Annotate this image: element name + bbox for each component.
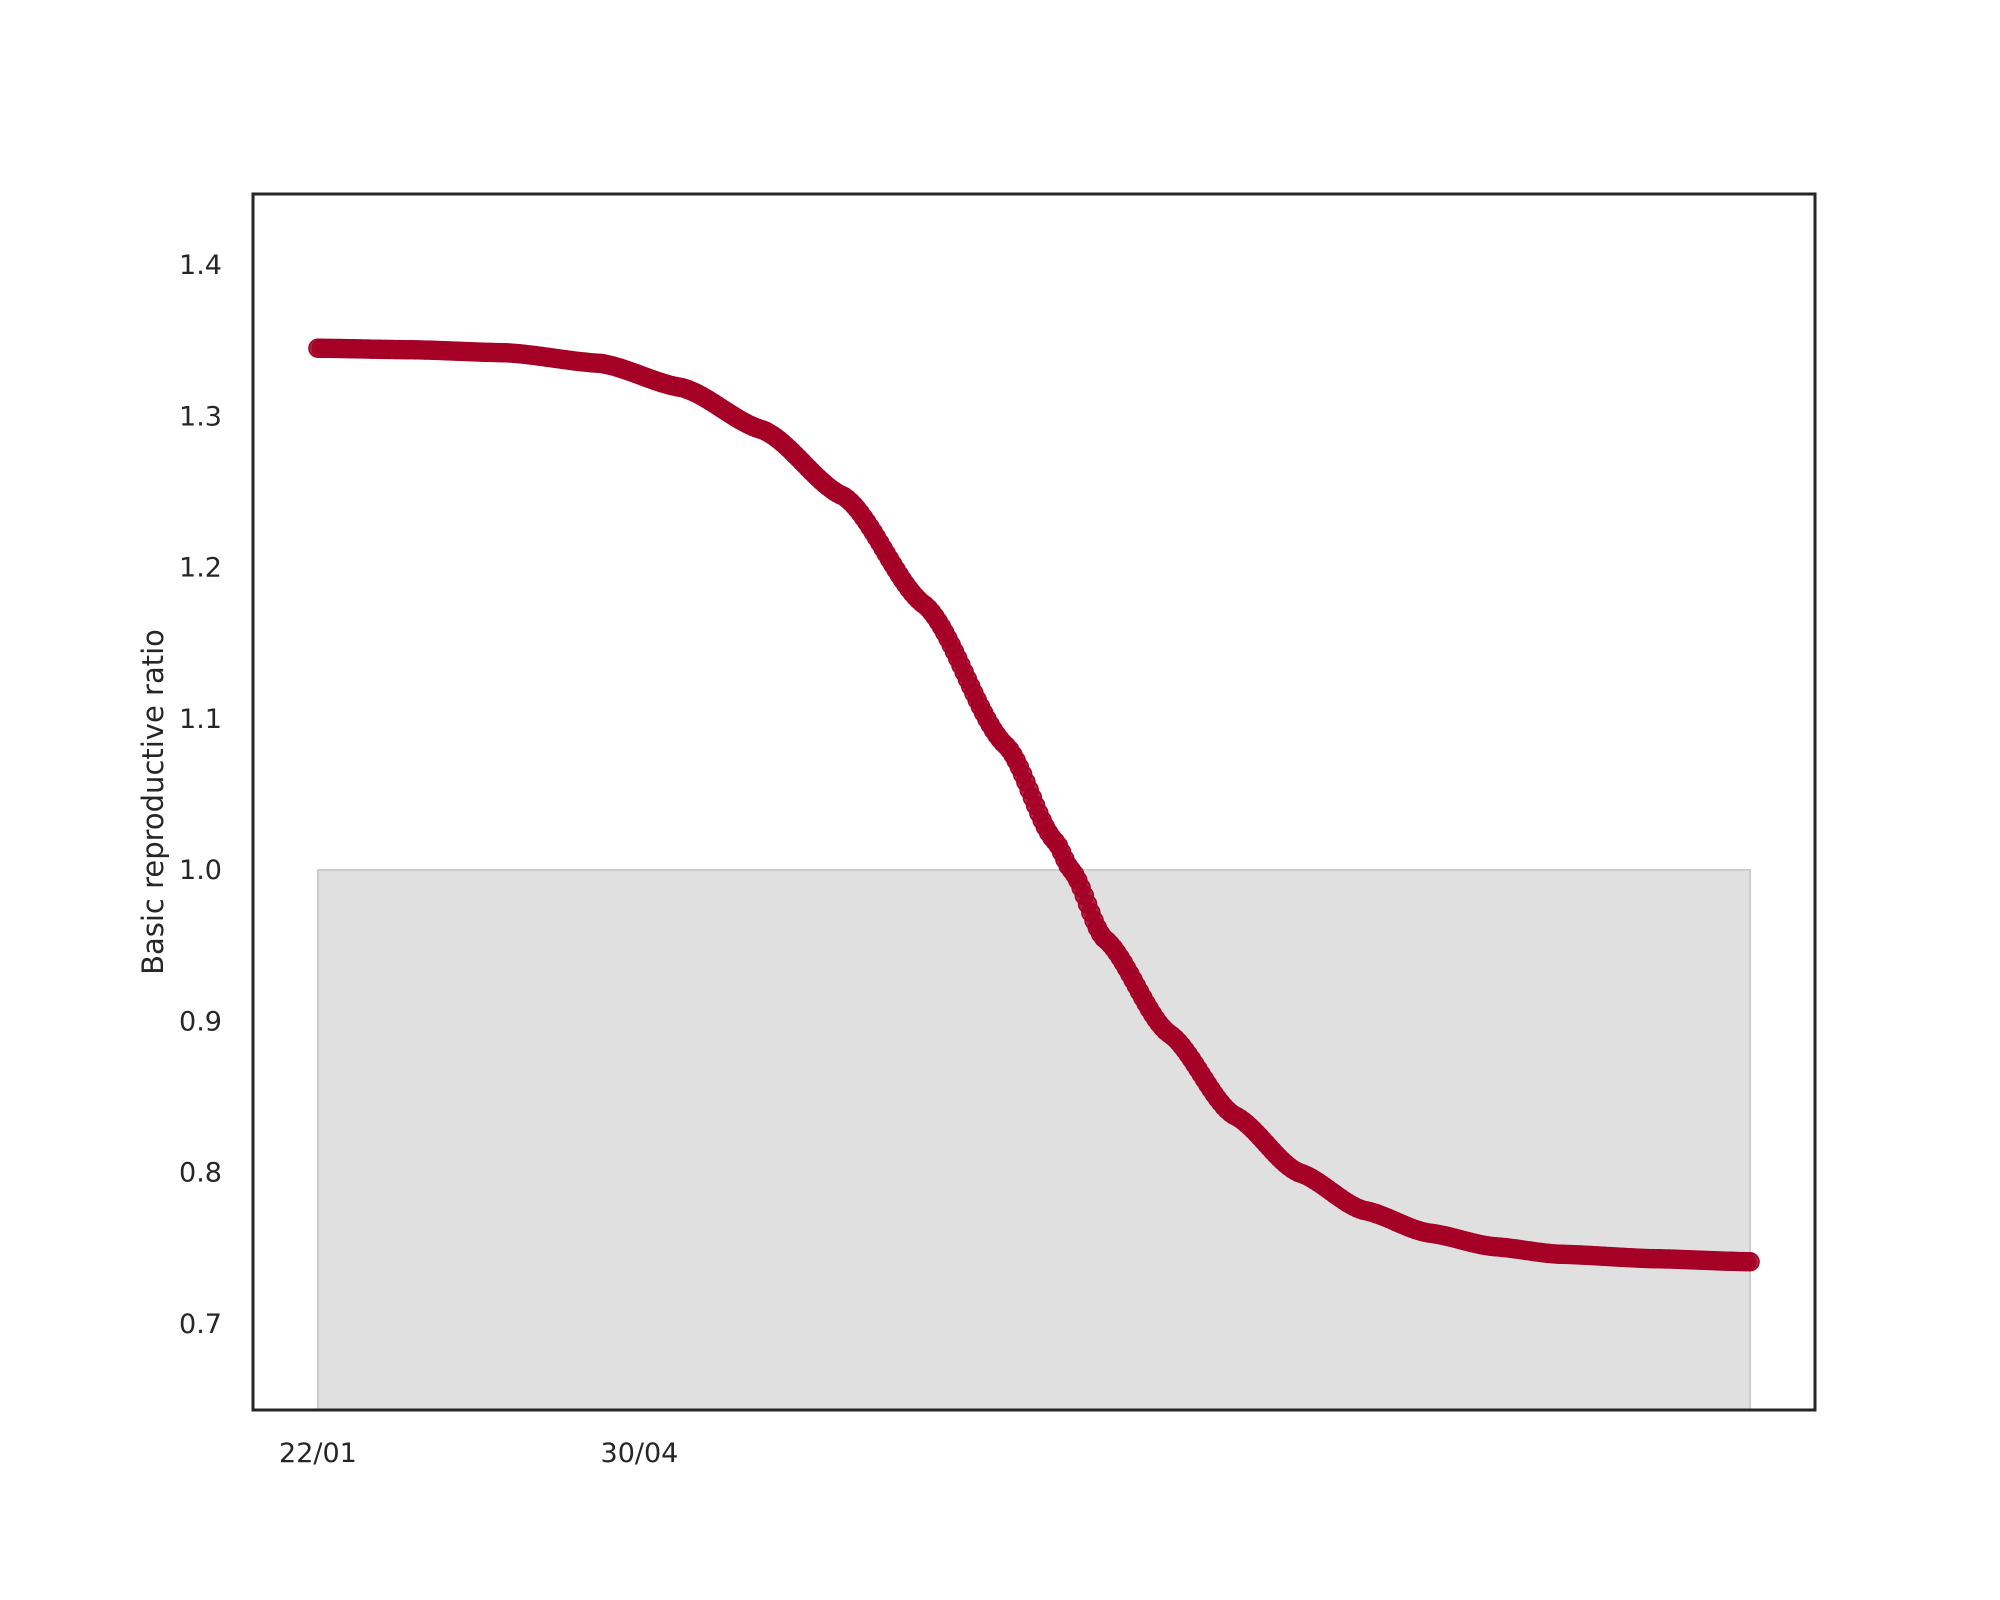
y-tick-label: 1.0: [179, 855, 222, 886]
y-axis-label: Basic reproductive ratio: [136, 629, 170, 975]
x-tick-label: 30/04: [601, 1438, 679, 1469]
y-tick-label: 1.4: [179, 250, 222, 281]
series-0: [308, 338, 1760, 1272]
y-tick-label: 1.2: [179, 553, 222, 584]
y-tick-label: 0.9: [179, 1006, 222, 1037]
y-tick-label: 0.7: [179, 1309, 222, 1340]
y-tick-label: 1.3: [179, 401, 222, 432]
data-point: [1740, 1252, 1760, 1272]
plot-area: [308, 338, 1760, 1411]
y-tick-label: 0.8: [179, 1158, 222, 1189]
x-tick-label: 22/01: [279, 1438, 357, 1469]
y-tick-label: 1.1: [179, 704, 222, 735]
axes-frame: [251, 192, 1817, 1412]
tick-labels: 0.7 0.8 0.9 1.0 1.1 1.2 1.3 1.4 22/01 30/04: [179, 250, 678, 1469]
shaded-region-below-one: [316, 869, 1752, 1411]
